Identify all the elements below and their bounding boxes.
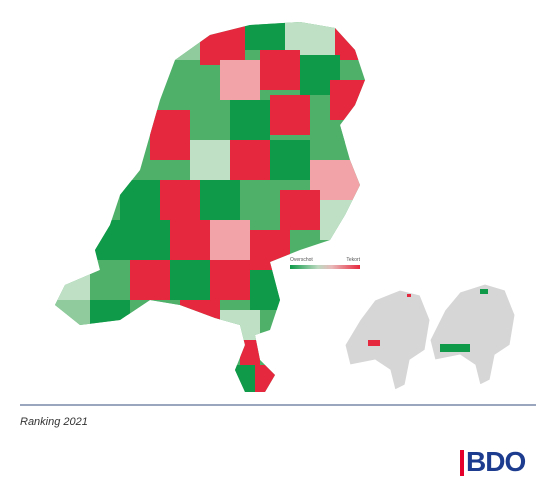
map-legend: Overschot Tekort bbox=[290, 257, 360, 277]
logo-accent-bar bbox=[460, 450, 464, 476]
inset-maps bbox=[344, 283, 516, 391]
divider bbox=[20, 404, 536, 406]
choropleth-map bbox=[55, 22, 516, 392]
bdo-logo: BDO bbox=[460, 446, 540, 480]
legend-color-bar bbox=[290, 265, 360, 269]
netherlands-map-svg bbox=[55, 22, 516, 392]
caption: Ranking 2021 bbox=[20, 416, 88, 428]
legend-surplus-label: Overschot bbox=[290, 257, 313, 263]
logo-text: BDO bbox=[466, 446, 526, 477]
legend-shortage-label: Tekort bbox=[346, 257, 360, 263]
